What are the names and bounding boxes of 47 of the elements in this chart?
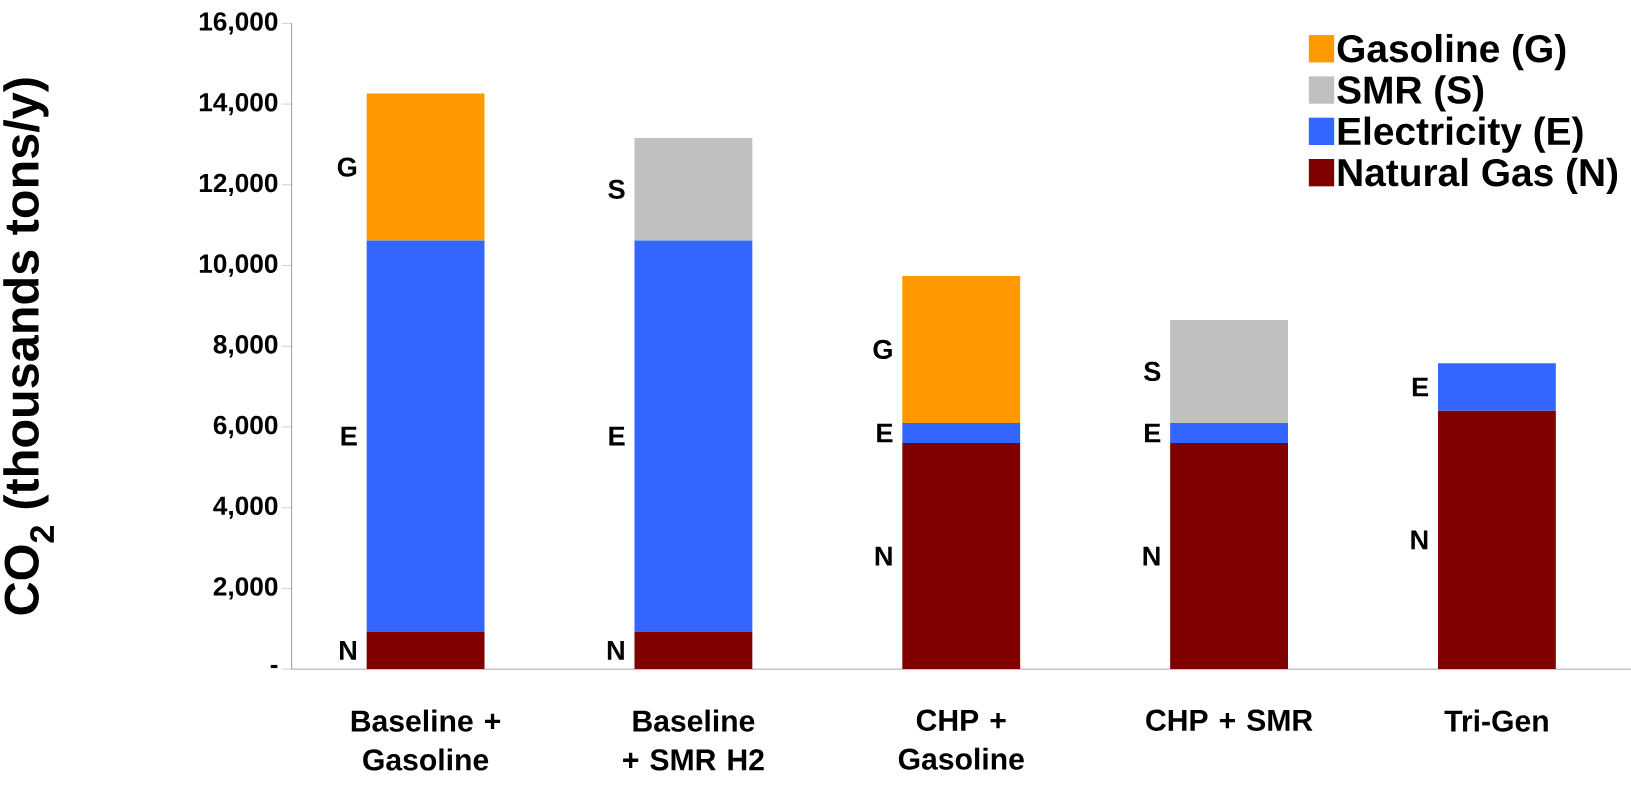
y-tick-label: 8,000 [213,335,278,358]
y-tick-label: 2,000 [213,577,278,600]
bar [902,276,1021,423]
bar [366,240,485,632]
bar [366,631,485,670]
data-label: N [340,641,357,660]
data-label: E [877,423,893,443]
bar [902,443,1021,670]
x-tick-label: CHP + Gasoline [898,709,1024,770]
y-tick-label: 16,000 [199,12,278,35]
data-label: E [609,426,625,446]
bar [1170,422,1288,444]
x-tick-label: Baseline + Gasoline [351,709,501,771]
data-label: S [608,179,625,199]
x-tick-label: Tri-Gen [1444,709,1548,732]
data-label: N [607,641,624,660]
x-tick-label: Baseline + SMR H2 [623,709,764,771]
y-tick-label: 14,000 [199,92,278,116]
y-tick-label: 6,000 [213,415,278,439]
legend-label: Electricity (E) [1338,116,1583,153]
data-label: N [875,546,892,566]
legend-label: SMR (S) [1337,75,1484,112]
data-label: E [341,426,357,446]
bar [1170,443,1288,670]
data-label: G [337,157,357,177]
bar [634,631,753,670]
y-tick-label: - [270,664,278,669]
bar [1437,363,1556,411]
bar [1170,320,1288,423]
data-label: N [1411,530,1428,550]
y-axis-title: CO$_{2}$ (thousands tons/y) [3,78,54,615]
data-label: E [1412,377,1429,397]
data-label: E [1145,423,1161,443]
x-tick-label: CHP + SMR [1146,709,1313,731]
bar [366,93,485,241]
bar [634,240,753,632]
data-label: N [1143,546,1160,566]
legend-label: Gasoline (G) [1337,33,1566,71]
bar [902,422,1021,444]
bar [1437,410,1556,670]
data-label: G [873,339,892,360]
data-label: S [1143,361,1161,382]
y-tick-label: 10,000 [199,254,278,277]
legend-label: Natural Gas (N) [1338,157,1618,195]
bar [634,138,753,241]
y-tick-label: 4,000 [213,496,278,519]
y-tick-label: 12,000 [199,173,278,197]
